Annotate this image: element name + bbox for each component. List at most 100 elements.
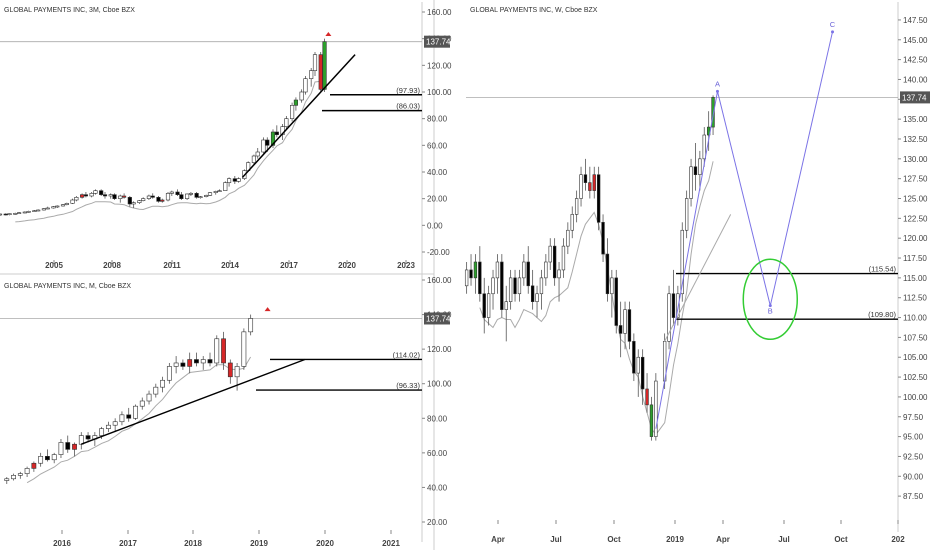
weekly-candle-body bbox=[645, 388, 649, 406]
quarterly-y-tick-label: 40.00 bbox=[427, 168, 448, 177]
weekly-y-tick-label: 132.50 bbox=[903, 135, 928, 144]
quarterly-candle-body bbox=[322, 41, 327, 90]
monthly-arrow-marker bbox=[264, 307, 271, 312]
monthly-moving-average bbox=[26, 356, 252, 484]
quarterly-y-tick-label: 0.00 bbox=[427, 221, 443, 230]
monthly-candle-body bbox=[207, 359, 213, 364]
monthly-y-tick-label: 100.00 bbox=[427, 380, 452, 389]
weekly-candle-body bbox=[671, 293, 676, 318]
weekly-pattern-label: B bbox=[768, 307, 773, 316]
weekly-candle-body bbox=[693, 166, 698, 175]
weekly-pattern-label: C bbox=[830, 20, 836, 29]
monthly-candle-body bbox=[221, 338, 226, 364]
quarterly-candle-body bbox=[118, 195, 123, 199]
weekly-candle-body bbox=[623, 309, 627, 334]
quarterly-candle-body bbox=[32, 210, 37, 212]
weekly-y-tick-label: 142.50 bbox=[903, 56, 928, 65]
monthly-candle-body bbox=[194, 359, 199, 364]
weekly-candle-body bbox=[557, 269, 561, 279]
weekly-candle-body bbox=[676, 293, 680, 318]
weekly-candle-body bbox=[570, 214, 574, 231]
weekly-candle-body bbox=[469, 269, 473, 279]
weekly-candle-body bbox=[513, 277, 517, 295]
weekly-candle-body bbox=[640, 356, 645, 390]
weekly-candle-body bbox=[539, 277, 544, 295]
quarterly-level-label: (86.03) bbox=[396, 102, 420, 111]
weekly-x-tick-label: Jul bbox=[550, 535, 562, 544]
quarterly-candle-body bbox=[17, 212, 22, 214]
weekly-candle-body bbox=[561, 245, 566, 271]
weekly-y-tick-label: 122.50 bbox=[903, 214, 928, 223]
weekly-moving-average bbox=[479, 161, 714, 436]
monthly-candle-body bbox=[214, 338, 220, 364]
monthly-candle-body bbox=[234, 366, 240, 378]
weekly-candle-body bbox=[680, 229, 684, 295]
weekly-y-tick-label: 100.00 bbox=[903, 393, 928, 402]
monthly-price-tag-label: 137.74 bbox=[426, 314, 451, 323]
monthly-y-tick-label: 20.00 bbox=[427, 518, 448, 527]
quarterly-candle-body bbox=[51, 206, 56, 209]
weekly-y-tick-label: 92.50 bbox=[903, 452, 924, 461]
weekly-candle-body bbox=[601, 222, 605, 255]
quarterly-candle-body bbox=[26, 211, 31, 213]
quarterly-candle-body bbox=[274, 131, 279, 135]
weekly-y-tick-label: 107.50 bbox=[903, 333, 928, 342]
monthly-y-tick-label: 40.00 bbox=[427, 483, 448, 492]
weekly-y-tick-label: 130.00 bbox=[903, 155, 928, 164]
quarterly-chart: 160.00140.00120.00100.0080.0060.0040.002… bbox=[0, 2, 452, 272]
quarterly-price-tag-label: 137.74 bbox=[426, 38, 451, 47]
monthly-price-tag bbox=[424, 312, 450, 325]
quarterly-candle-body bbox=[299, 91, 304, 101]
quarterly-candle-body bbox=[36, 209, 41, 212]
quarterly-candle-body bbox=[13, 213, 18, 215]
quarterly-candle-body bbox=[146, 195, 151, 199]
quarterly-arrow-marker bbox=[325, 32, 332, 36]
monthly-candle-body bbox=[126, 414, 132, 419]
monthly-trendline bbox=[81, 358, 306, 445]
weekly-y-tick-label: 105.00 bbox=[903, 353, 928, 362]
monthly-candle-body bbox=[72, 443, 77, 450]
weekly-candle-body bbox=[667, 293, 671, 342]
weekly-pattern-label: A bbox=[715, 79, 720, 88]
weekly-pattern-point bbox=[831, 30, 835, 34]
quarterly-y-tick-label: 60.00 bbox=[427, 141, 448, 150]
weekly-candle-body bbox=[636, 356, 640, 374]
monthly-candle-body bbox=[11, 475, 16, 480]
weekly-pattern-point bbox=[768, 304, 772, 308]
quarterly-candle-body bbox=[108, 194, 113, 197]
quarterly-candle-body bbox=[74, 197, 79, 201]
weekly-candle-body bbox=[495, 261, 500, 279]
quarterly-x-tick-label: 2017 bbox=[280, 261, 298, 270]
monthly-y-tick-label: 80.00 bbox=[427, 414, 448, 423]
quarterly-candle-body bbox=[41, 208, 46, 211]
monthly-candle-body bbox=[65, 442, 71, 450]
weekly-candle-body bbox=[491, 277, 495, 295]
quarterly-candle-body bbox=[64, 203, 69, 205]
weekly-candle-body bbox=[482, 293, 486, 318]
weekly-candle-body bbox=[684, 198, 689, 231]
monthly-candle-body bbox=[248, 318, 254, 333]
quarterly-candle-body bbox=[89, 193, 94, 197]
monthly-x-tick-label: 2018 bbox=[184, 539, 202, 548]
quarterly-x-tick-label: 2020 bbox=[338, 261, 356, 270]
weekly-candle-body bbox=[605, 253, 610, 295]
quarterly-candle-body bbox=[45, 207, 50, 210]
weekly-abc-pattern-line bbox=[655, 31, 833, 429]
monthly-candle-body bbox=[51, 454, 57, 461]
weekly-candle-body bbox=[698, 158, 702, 175]
weekly-candle-body bbox=[566, 229, 570, 247]
weekly-y-tick-label: 120.00 bbox=[903, 234, 928, 243]
weekly-level-label: (109.80) bbox=[868, 310, 896, 319]
monthly-candle-body bbox=[99, 428, 105, 436]
monthly-candle-body bbox=[112, 421, 118, 426]
weekly-candle-body bbox=[522, 261, 526, 279]
monthly-x-tick-label: 2019 bbox=[250, 539, 268, 548]
weekly-candle-body bbox=[535, 293, 539, 302]
weekly-candle-body bbox=[588, 182, 592, 191]
monthly-candle-body bbox=[38, 456, 44, 464]
quarterly-candle-body bbox=[3, 213, 8, 216]
quarterly-candle-body bbox=[265, 139, 270, 146]
quarterly-candle-body bbox=[204, 195, 209, 197]
quarterly-candle-body bbox=[198, 196, 203, 198]
quarterly-x-tick-label: 2014 bbox=[221, 261, 239, 270]
